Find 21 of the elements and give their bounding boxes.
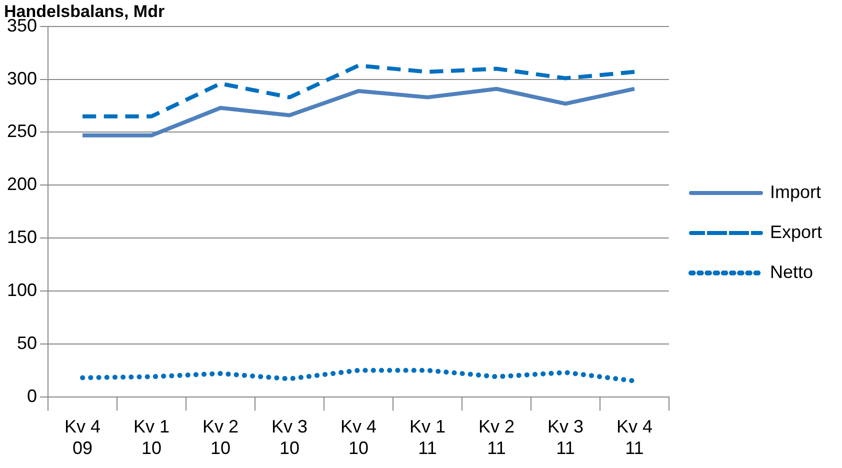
y-tick-label: 0 — [27, 386, 38, 406]
y-tick-label: 250 — [6, 121, 38, 142]
chart-title: Handelsbalans, Mdr — [4, 2, 165, 21]
x-tick-label: Kv 1 10 — [134, 416, 170, 458]
x-tick-label: Kv 2 11 — [478, 416, 515, 458]
legend-label: Netto — [770, 262, 814, 282]
legend-label: Import — [770, 182, 821, 202]
y-tick-label: 50 — [17, 332, 38, 353]
x-tick-label: Kv 4 09 — [64, 416, 101, 458]
x-tick-label: Kv 3 10 — [271, 416, 308, 458]
x-tick-label: Kv 3 11 — [547, 416, 584, 458]
x-tick-label: Kv 2 10 — [202, 416, 239, 458]
y-tick-label: 100 — [6, 280, 38, 300]
x-tick-label: Kv 4 10 — [340, 416, 377, 458]
y-tick-label: 200 — [6, 174, 38, 194]
x-tick-label: Kv 4 11 — [616, 416, 652, 458]
x-tick-label: Kv 1 11 — [409, 416, 446, 458]
y-tick-label: 300 — [6, 68, 38, 88]
legend-label: Export — [770, 222, 822, 242]
line-series — [80, 64, 636, 118]
y-tick-label: 150 — [6, 227, 38, 248]
